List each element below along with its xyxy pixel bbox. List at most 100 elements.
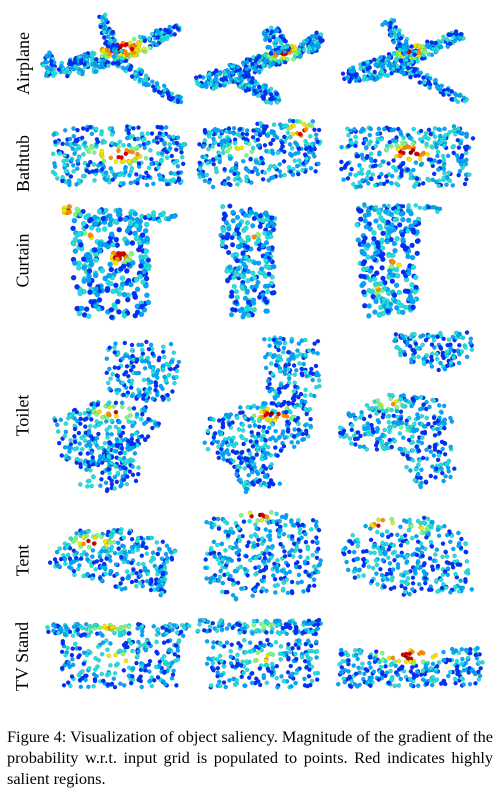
point (380, 69, 385, 75)
point (122, 550, 127, 556)
point (431, 338, 437, 343)
point (454, 92, 459, 98)
point (119, 587, 125, 592)
point (387, 54, 392, 60)
point (118, 439, 123, 444)
point (240, 428, 246, 433)
point (219, 139, 225, 144)
point (132, 211, 138, 217)
point (266, 149, 272, 154)
point (286, 401, 291, 407)
point (150, 79, 155, 84)
point (271, 519, 276, 524)
point (254, 57, 259, 62)
point (380, 408, 386, 414)
point (148, 559, 154, 564)
point (121, 392, 126, 398)
point (76, 70, 82, 76)
point (182, 141, 187, 147)
point (279, 140, 285, 146)
point (113, 584, 118, 589)
point (365, 175, 370, 181)
point (58, 556, 64, 562)
point (389, 144, 394, 149)
point (72, 446, 77, 452)
point (419, 467, 424, 473)
point (110, 30, 115, 35)
point (202, 129, 208, 135)
point (260, 218, 266, 224)
point (296, 427, 301, 433)
point (435, 418, 440, 424)
point (225, 458, 230, 463)
point (80, 173, 86, 179)
point (148, 379, 154, 385)
point (75, 265, 82, 271)
point (304, 141, 310, 147)
point (129, 579, 135, 585)
point (378, 281, 384, 287)
point (214, 155, 220, 161)
point (453, 330, 459, 336)
point (434, 351, 440, 357)
point (357, 444, 363, 449)
point (137, 240, 143, 246)
point (129, 560, 134, 566)
point (433, 442, 438, 448)
point (405, 167, 411, 172)
point (86, 268, 93, 274)
point (451, 150, 456, 156)
point (74, 206, 80, 212)
point (139, 553, 145, 558)
point (47, 51, 53, 56)
point (270, 372, 275, 377)
point (253, 211, 259, 217)
point (243, 489, 249, 495)
point (234, 258, 240, 264)
point (439, 83, 445, 89)
point (438, 466, 444, 471)
point (212, 431, 218, 436)
point (254, 452, 260, 457)
point (99, 477, 104, 482)
point (373, 143, 378, 149)
point (426, 136, 431, 141)
point (107, 345, 112, 350)
point (414, 181, 419, 186)
point (202, 138, 208, 143)
point (109, 544, 115, 550)
point (113, 409, 119, 415)
point (81, 541, 86, 547)
point (146, 165, 152, 171)
point (388, 20, 393, 26)
point (225, 148, 230, 154)
point (255, 279, 261, 285)
point (286, 367, 291, 372)
point (121, 424, 126, 430)
point (217, 429, 222, 435)
point (129, 74, 135, 79)
point (91, 474, 96, 479)
point (78, 421, 83, 426)
point (240, 422, 246, 428)
point (419, 480, 424, 486)
point (136, 370, 142, 376)
point (92, 424, 98, 429)
point (155, 375, 160, 380)
point (385, 303, 391, 309)
point (142, 38, 148, 44)
point (161, 344, 166, 350)
point (121, 181, 126, 186)
point (47, 560, 53, 565)
point (89, 450, 94, 456)
point (122, 372, 127, 377)
point (241, 519, 247, 524)
point (77, 563, 82, 568)
point (91, 560, 97, 565)
point (303, 539, 309, 545)
point (230, 242, 236, 248)
point (155, 571, 160, 577)
point (267, 529, 273, 534)
point (216, 418, 222, 423)
point (412, 350, 418, 355)
